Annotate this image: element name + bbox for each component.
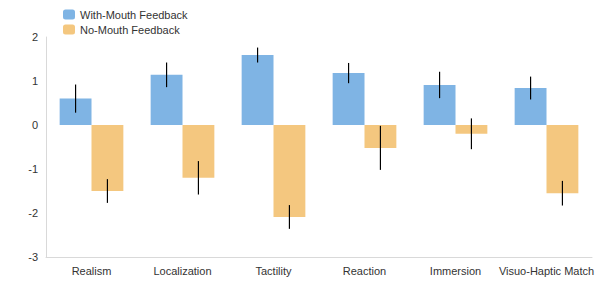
svg-text:Visuo-Haptic Match: Visuo-Haptic Match [499, 265, 594, 277]
svg-text:No-Mouth Feedback: No-Mouth Feedback [80, 24, 180, 36]
svg-text:Reaction: Reaction [343, 265, 386, 277]
svg-text:Realism: Realism [72, 265, 112, 277]
svg-text:1: 1 [32, 75, 38, 87]
svg-text:Localization: Localization [153, 265, 211, 277]
svg-text:Tactility: Tactility [255, 265, 292, 277]
svg-text:With-Mouth Feedback: With-Mouth Feedback [80, 9, 188, 21]
svg-text:Immersion: Immersion [430, 265, 481, 277]
svg-text:0: 0 [32, 119, 38, 131]
svg-text:-2: -2 [28, 207, 38, 219]
svg-text:2: 2 [32, 31, 38, 43]
svg-text:-3: -3 [28, 251, 38, 263]
svg-text:-1: -1 [28, 163, 38, 175]
